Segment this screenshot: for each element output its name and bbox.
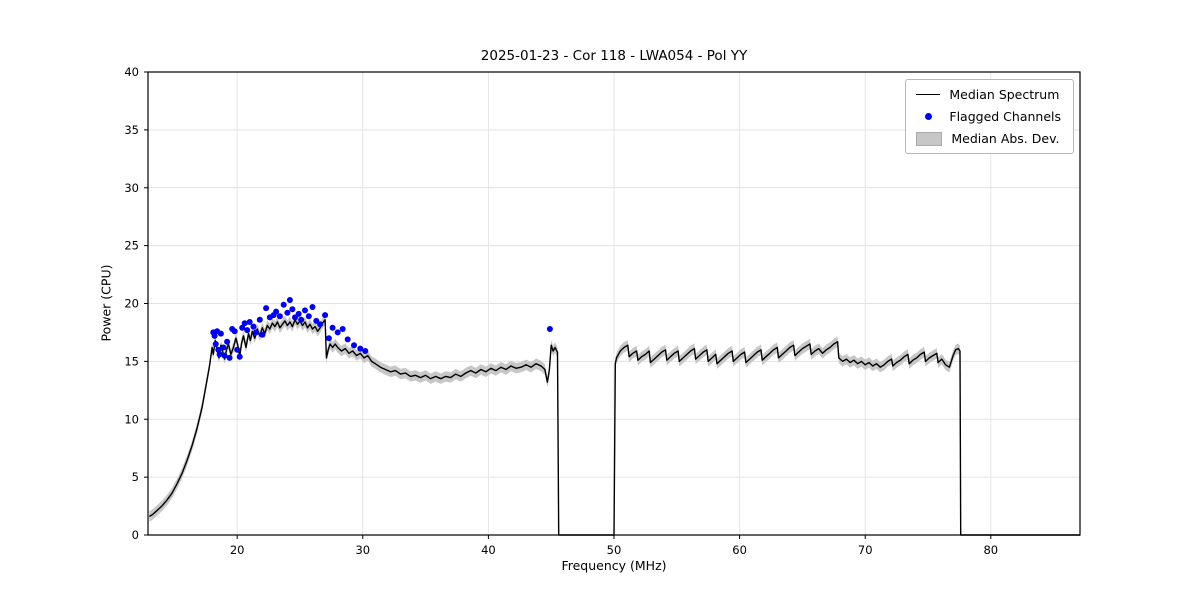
svg-text:0: 0 xyxy=(132,528,139,542)
legend-item-flagged-channels: Flagged Channels xyxy=(916,109,1061,124)
x-axis-label: Frequency (MHz) xyxy=(561,558,667,573)
svg-text:15: 15 xyxy=(124,354,139,368)
legend-label: Median Abs. Dev. xyxy=(951,131,1060,146)
dot-swatch-icon xyxy=(916,113,940,120)
svg-text:35: 35 xyxy=(124,123,139,137)
line-swatch-icon xyxy=(916,94,941,95)
svg-text:20: 20 xyxy=(230,543,245,557)
svg-text:50: 50 xyxy=(607,543,622,557)
svg-text:10: 10 xyxy=(124,412,139,426)
chart-title: 2025-01-23 - Cor 118 - LWA054 - Pol YY xyxy=(480,48,748,64)
legend-item-median-abs-dev: Median Abs. Dev. xyxy=(916,131,1061,146)
y-axis-label: Power (CPU) xyxy=(98,264,114,342)
legend: Median Spectrum Flagged Channels Median … xyxy=(905,79,1074,154)
svg-text:40: 40 xyxy=(481,543,496,557)
svg-text:20: 20 xyxy=(124,297,139,311)
svg-text:60: 60 xyxy=(732,543,747,557)
svg-text:25: 25 xyxy=(124,239,139,253)
svg-text:40: 40 xyxy=(124,65,139,79)
legend-item-median-spectrum: Median Spectrum xyxy=(916,87,1061,102)
svg-text:30: 30 xyxy=(355,543,370,557)
legend-label: Flagged Channels xyxy=(949,109,1061,124)
svg-text:80: 80 xyxy=(983,543,998,557)
svg-text:70: 70 xyxy=(858,543,873,557)
svg-text:30: 30 xyxy=(124,181,139,195)
svg-text:5: 5 xyxy=(132,470,139,484)
legend-label: Median Spectrum xyxy=(949,87,1060,102)
band-swatch-icon xyxy=(916,131,943,146)
